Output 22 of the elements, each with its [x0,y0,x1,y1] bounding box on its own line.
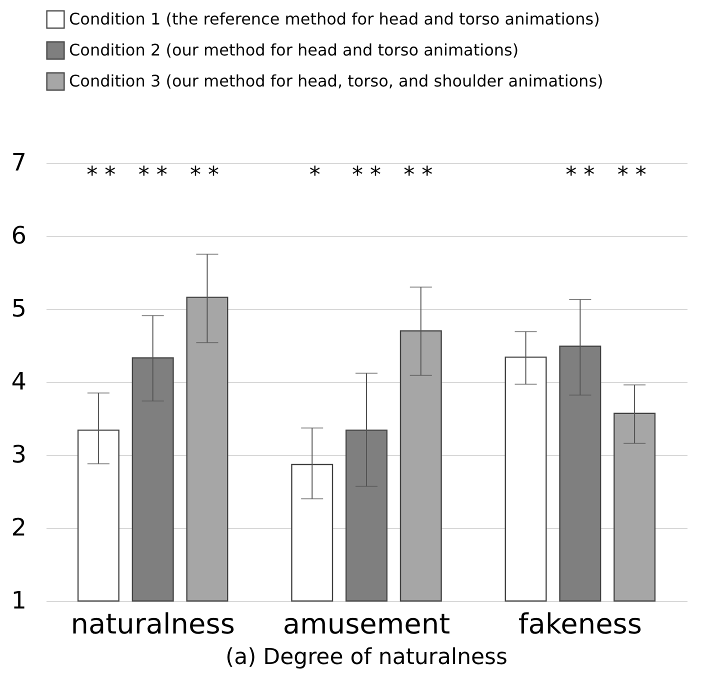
y-tick-label: 2 [11,514,26,542]
legend-label: Condition 2 (our method for head and torso animations) [69,40,519,60]
text: (a) Degree of naturalness [226,645,508,670]
annotation: * * [352,163,381,188]
legend-label: Condition 3 (our method for head, torso, and shoulder animations) [69,72,604,90]
legend-label: Condition 1 (the reference method for head and torso animations) [69,10,600,28]
annotation: * * [86,163,116,188]
y-tick-label: 5 [11,294,26,322]
annotation: * * [190,163,219,188]
y-tick-label: 4 [11,368,26,396]
annotation: * * [566,163,595,188]
y-tick-label: 6 [11,222,26,250]
y-tick-label: 3 [11,440,26,468]
y-tick-label: 7 [11,148,26,176]
y-tick-label: 1 [11,586,26,614]
annotation: * [309,163,320,188]
x-tick-label: naturalness [70,608,235,640]
x-tick-label: fakeness [518,608,642,640]
x-tick-label: amusement [282,608,450,640]
annotation: * * [404,163,433,188]
annotation: * * [138,163,168,188]
annotation: * * [617,163,646,188]
